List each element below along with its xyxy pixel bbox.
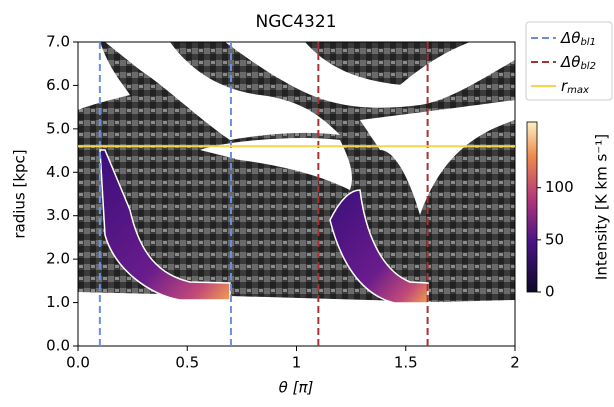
y-tick-label: 1.0 xyxy=(46,293,70,311)
y-tick-label: 3.0 xyxy=(46,206,70,224)
legend-name: Δθ xyxy=(560,29,580,47)
y-tick-label: 5.0 xyxy=(46,119,70,137)
y-axis-label: radius [kpc] xyxy=(11,149,29,238)
y-tick-label: 4.0 xyxy=(46,163,70,181)
x-tick-label: 0.0 xyxy=(66,354,90,372)
colorbar-tick-label: 100 xyxy=(545,178,574,196)
x-axis-label: θ [π] xyxy=(279,379,314,397)
colorbar-label: Intensity [K km s⁻¹] xyxy=(593,134,611,280)
legend-subscript: bl2 xyxy=(580,61,596,72)
y-tick-label: 7.0 xyxy=(46,33,70,51)
colorbar-tick-label: 0 xyxy=(545,283,555,301)
x-tick-label: 1.5 xyxy=(394,354,418,372)
legend-label: rmax xyxy=(561,77,589,97)
colorbar-tick-label: 50 xyxy=(545,230,564,248)
legend-label: Δθbl1 xyxy=(560,29,596,49)
legend-subscript: bl1 xyxy=(580,37,596,48)
legend-name: Δθ xyxy=(560,53,580,71)
y-tick-label: 0.0 xyxy=(46,337,70,355)
y-tick-label: 6.0 xyxy=(46,76,70,94)
legend xyxy=(525,21,613,101)
x-tick-label: 2 xyxy=(510,354,520,372)
x-tick-label: 0.5 xyxy=(175,354,199,372)
legend-subscript: max xyxy=(567,85,589,96)
legend-label: Δθbl2 xyxy=(560,53,596,73)
colorbar xyxy=(526,121,538,293)
legend-name: r xyxy=(561,77,568,95)
x-tick-label: 1 xyxy=(292,354,302,372)
chart-title: NGC4321 xyxy=(255,12,336,32)
y-tick-label: 2.0 xyxy=(46,250,70,268)
background-image xyxy=(78,42,515,304)
